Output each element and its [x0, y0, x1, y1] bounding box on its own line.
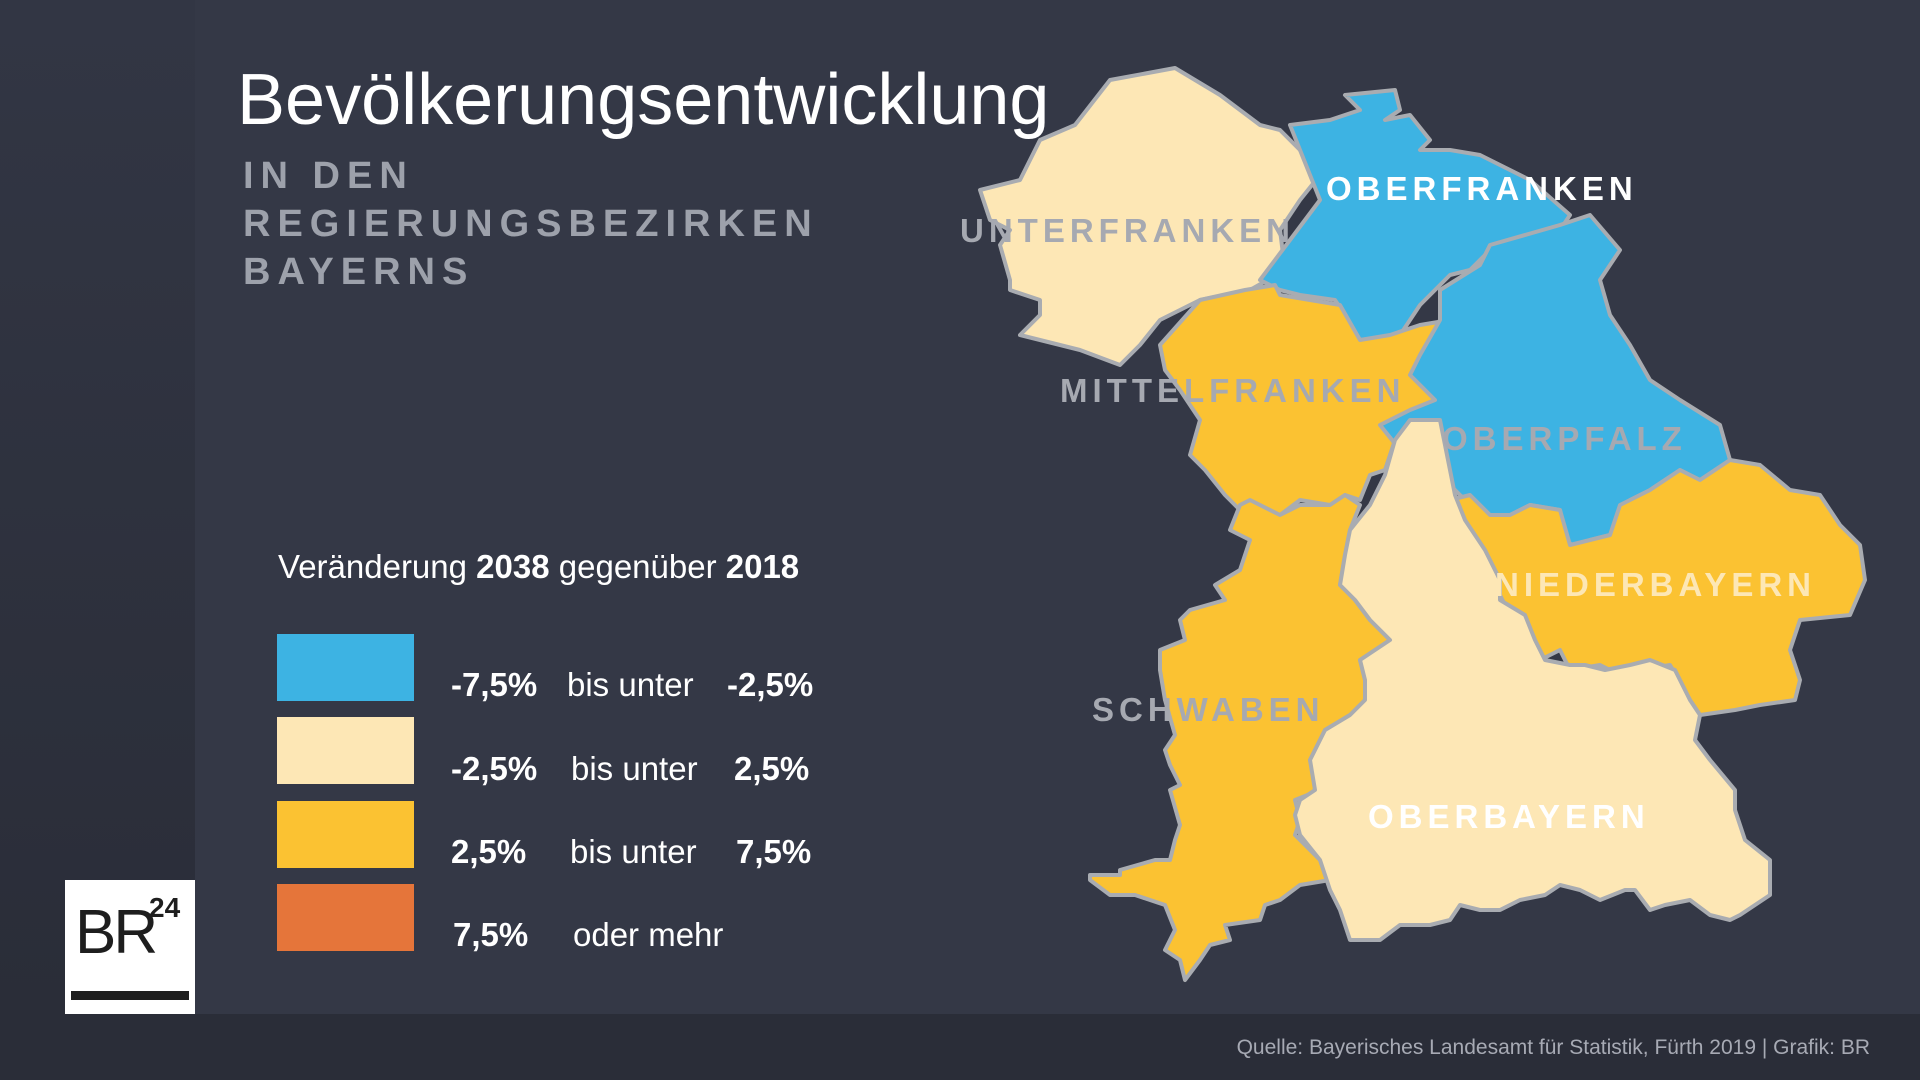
logo-letters: BR [75, 898, 158, 967]
subtitle-line-2: BAYERNS [243, 251, 475, 293]
page-title: Bevölkerungsentwicklung [237, 60, 1050, 140]
legend-heading-prefix: Veränderung [278, 548, 477, 585]
legend-between-3: bis unter [570, 833, 697, 870]
region-oberbayern [1293, 418, 1772, 942]
region-label-mittelfranken: MITTELFRANKEN [1060, 372, 1405, 409]
region-label-niederbayern: NIEDERBAYERN [1495, 566, 1816, 603]
legend-between-4: oder mehr [573, 916, 724, 953]
subtitle-line-1: IN DEN REGIERUNGSBEZIRKEN [243, 155, 819, 245]
legend-from-2: -2,5% [451, 750, 538, 787]
legend-between-2: bis unter [571, 750, 698, 787]
legend-to-2: 2,5% [734, 750, 810, 787]
legend-from-4: 7,5% [453, 916, 529, 953]
legend-heading-middle: gegenüber [549, 548, 726, 585]
region-label-oberbayern: OBERBAYERN [1368, 798, 1650, 835]
legend-from-1: -7,5% [451, 666, 538, 703]
region-label-schwaben: SCHWABEN [1092, 691, 1325, 728]
region-niederbayern [1448, 458, 1867, 717]
legend-swatch-3 [277, 801, 414, 868]
br24-logo: BR 24 [65, 880, 195, 1014]
legend-swatch-4 [277, 884, 414, 951]
region-label-oberfranken: OBERFRANKEN [1326, 170, 1638, 207]
legend-heading: Veränderung 2038 gegenüber 2018 [278, 548, 799, 586]
region-label-unterfranken: UNTERFRANKEN [960, 212, 1295, 249]
legend-to-3: 7,5% [736, 833, 812, 870]
region-mittelfranken [1158, 283, 1452, 517]
logo-underline [71, 991, 189, 1000]
footer-bar [0, 1014, 1920, 1080]
legend-swatch-2 [277, 717, 414, 784]
legend-heading-year-a: 2038 [476, 548, 550, 585]
legend-heading-year-b: 2018 [725, 548, 800, 585]
left-side-panel [0, 0, 195, 1014]
source-credit: Quelle: Bayerisches Landesamt für Statis… [1236, 1036, 1870, 1059]
legend-between-1: bis unter [567, 666, 694, 703]
region-label-oberpfalz: OBERPFALZ [1442, 420, 1687, 457]
legend-swatch-1 [277, 634, 414, 701]
legend-from-3: 2,5% [451, 833, 527, 870]
logo-number: 24 [149, 892, 181, 923]
page-subtitle: IN DEN REGIERUNGSBEZIRKEN BAYERNS [243, 152, 1003, 296]
legend-to-1: -2,5% [727, 666, 814, 703]
